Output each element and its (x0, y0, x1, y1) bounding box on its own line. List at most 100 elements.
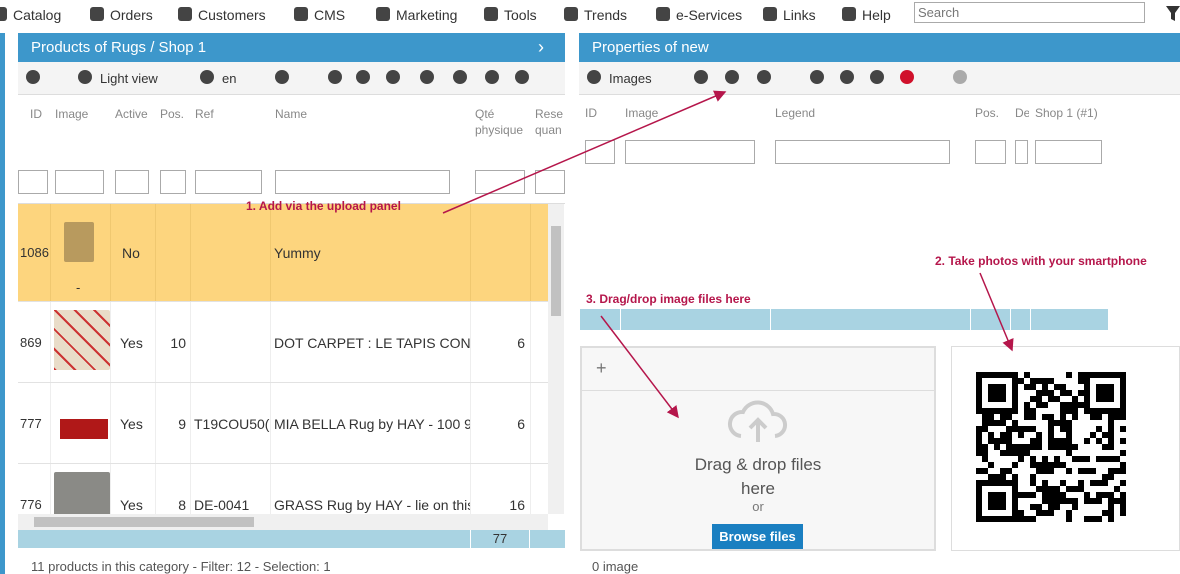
tool-icon[interactable] (810, 70, 824, 84)
filter-input[interactable] (115, 170, 149, 194)
tool-icon[interactable] (328, 70, 342, 84)
menu-item[interactable]: Trends (584, 7, 628, 23)
tool-icon[interactable] (694, 70, 708, 84)
filter-input[interactable] (1015, 140, 1028, 164)
filter-input[interactable] (975, 140, 1006, 164)
menu-icon[interactable] (656, 7, 670, 21)
tool-icon[interactable] (587, 70, 601, 84)
filter-input[interactable] (55, 170, 104, 194)
column-header: Active (115, 107, 148, 121)
tool-icon[interactable] (26, 70, 40, 84)
filter-input[interactable] (535, 170, 565, 194)
menu-icon[interactable] (564, 7, 578, 21)
menu-icon[interactable] (0, 7, 7, 21)
qr-module (1048, 468, 1054, 474)
collapse-icon[interactable]: › (538, 37, 544, 57)
tool-icon[interactable] (953, 70, 967, 84)
qr-module (976, 486, 982, 492)
qr-module (1000, 390, 1006, 396)
qr-module (1084, 456, 1090, 462)
images-select[interactable]: Images (609, 71, 652, 86)
tool-icon[interactable] (78, 70, 92, 84)
qr-module (1018, 450, 1024, 456)
filter-input[interactable] (775, 140, 950, 164)
qr-module (1024, 408, 1030, 414)
filter-input[interactable] (625, 140, 755, 164)
qr-module (1000, 504, 1006, 510)
v-scrollbar[interactable] (548, 204, 564, 514)
tool-icon[interactable] (420, 70, 434, 84)
tool-icon[interactable] (275, 70, 289, 84)
tool-icon[interactable] (870, 70, 884, 84)
grid-row[interactable]: - 1086 No Yummy (18, 204, 548, 302)
tool-icon[interactable] (515, 70, 529, 84)
qr-module (1108, 408, 1114, 414)
add-button[interactable]: + (596, 358, 607, 378)
qr-module (1024, 414, 1030, 420)
search-input[interactable]: Search (914, 2, 1145, 23)
qr-module (976, 390, 982, 396)
filter-input[interactable] (195, 170, 262, 194)
grid-row[interactable]: 777 Yes 9 T19COU50(MIA BELLA Rug by HAY - 1… (18, 383, 548, 464)
tool-icon[interactable] (900, 70, 914, 84)
menu-icon[interactable] (484, 7, 498, 21)
qr-module (1120, 498, 1126, 504)
menu-icon[interactable] (294, 7, 308, 21)
menu-icon[interactable] (763, 7, 777, 21)
qr-module (1030, 462, 1036, 468)
qr-module (1030, 504, 1036, 510)
cell-id: 869 (20, 334, 42, 350)
qr-module (1000, 396, 1006, 402)
cell-divider (155, 204, 156, 301)
filter-icon[interactable] (1166, 6, 1180, 22)
grid-row[interactable]: 869 Yes 10 DOT CARPET : LE TAPIS CON 6 (18, 302, 548, 383)
tool-icon[interactable] (386, 70, 400, 84)
menu-item[interactable]: Links (783, 7, 816, 23)
filter-input[interactable] (585, 140, 615, 164)
qr-module (1066, 432, 1072, 438)
filter-input[interactable] (275, 170, 450, 194)
h-scrollbar[interactable] (18, 514, 548, 530)
qr-module (1114, 456, 1120, 462)
menu-item[interactable]: Marketing (396, 7, 458, 23)
menu-icon[interactable] (90, 7, 104, 21)
or-text: or (752, 499, 764, 514)
grid-row[interactable]: 776 Yes 8 DE-0041 GRASS Rug by HAY - lie on … (18, 464, 548, 514)
tool-icon[interactable] (757, 70, 771, 84)
tool-icon[interactable] (453, 70, 467, 84)
arrow (979, 272, 1014, 352)
qr-module (1096, 414, 1102, 420)
qr-module (976, 498, 982, 504)
menu-icon[interactable] (376, 7, 390, 21)
qr-module (1060, 480, 1066, 486)
menu-item[interactable]: Help (862, 7, 891, 23)
menu-item[interactable]: Orders (110, 7, 153, 23)
browse-button[interactable]: Browse files (712, 524, 803, 549)
tool-icon[interactable] (485, 70, 499, 84)
qr-module (1000, 450, 1006, 456)
qr-module (1108, 384, 1114, 390)
filter-input[interactable] (160, 170, 186, 194)
qr-module (1102, 456, 1108, 462)
menu-item[interactable]: e-Services (676, 7, 743, 23)
qr-module (1054, 444, 1060, 450)
tool-icon[interactable] (356, 70, 370, 84)
view-select[interactable]: Light view (100, 71, 158, 86)
tool-icon[interactable] (725, 70, 739, 84)
qr-module (976, 510, 982, 516)
cell-divider (155, 302, 156, 382)
filter-input[interactable] (18, 170, 48, 194)
cell-divider (270, 383, 271, 463)
menu-item[interactable]: Customers (198, 7, 266, 23)
menu-item[interactable]: CMS (314, 7, 346, 23)
menu-item[interactable]: Tools (504, 7, 537, 23)
filter-input[interactable] (1035, 140, 1102, 164)
menu-item[interactable]: Catalog (13, 7, 62, 23)
tool-icon[interactable] (840, 70, 854, 84)
column-header: ID (30, 107, 42, 121)
tool-icon[interactable] (200, 70, 214, 84)
qr-module (1072, 408, 1078, 414)
menu-icon[interactable] (178, 7, 192, 21)
menu-icon[interactable] (842, 7, 856, 21)
lang-select[interactable]: en (222, 71, 237, 86)
